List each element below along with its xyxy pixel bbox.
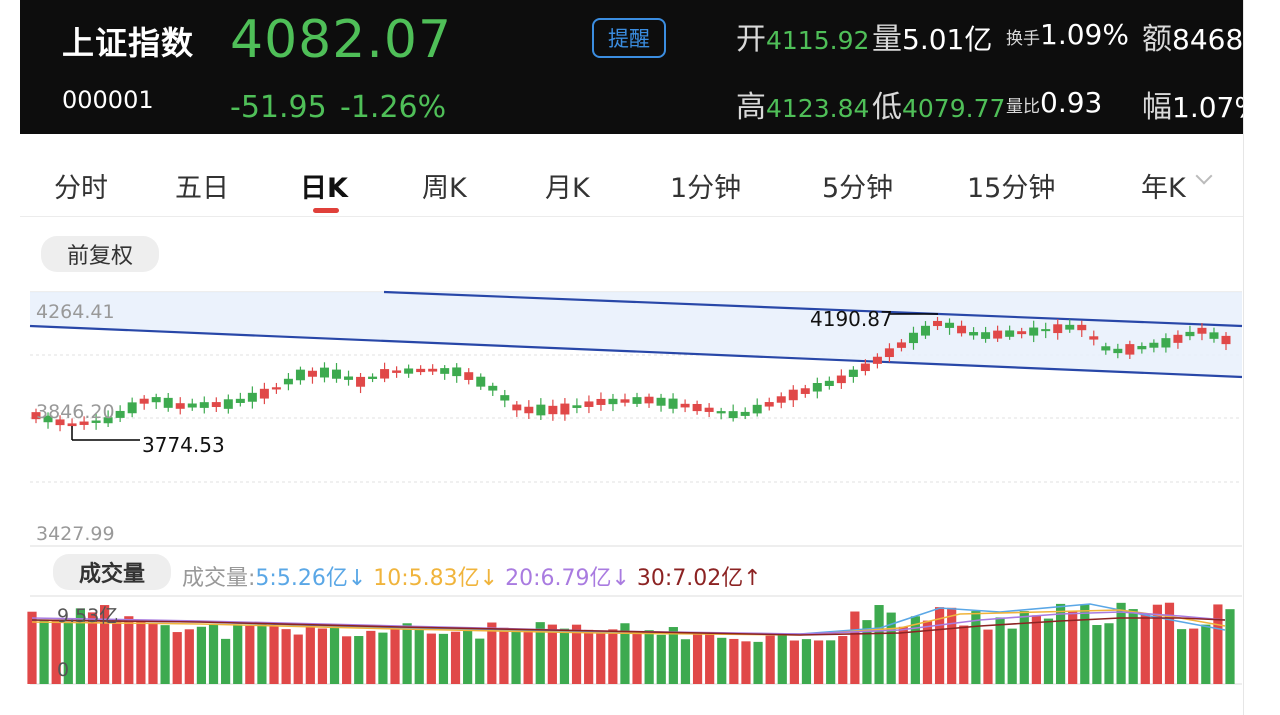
stat-turnover: 换手1.09% bbox=[1006, 18, 1129, 51]
index-price: 4082.07 bbox=[230, 10, 453, 70]
trend-channel-lower-line bbox=[29, 324, 1243, 379]
volume-ma-legend: 成交量:5:5.26亿↓ 10:5.83亿↓ 20:6.79亿↓ 30:7.02… bbox=[182, 560, 762, 592]
low-marker-label: 3774.53 bbox=[142, 433, 225, 457]
tab-yearly-k[interactable]: 年K bbox=[1141, 173, 1186, 204]
y-axis-label-mid: 3846.20 bbox=[36, 401, 115, 423]
index-code: 000001 bbox=[62, 86, 154, 114]
stat-low: 低4079.77 bbox=[872, 90, 1006, 125]
tab-weekly-k[interactable]: 周K bbox=[422, 173, 467, 204]
stat-high: 高4123.84 bbox=[736, 90, 870, 125]
volume-bars bbox=[27, 602, 1235, 684]
volume-max-label: 9.53亿 bbox=[57, 605, 118, 627]
index-name: 上证指数 bbox=[62, 24, 195, 62]
tab-intraday[interactable]: 分时 bbox=[54, 173, 108, 204]
tab-daily-k[interactable]: 日K bbox=[300, 173, 348, 204]
volume-zero-label: 0 bbox=[57, 659, 69, 681]
volume-ma30: 30:7.02亿↑ bbox=[636, 566, 762, 591]
right-margin bbox=[1243, 0, 1280, 715]
index-change: -51.95 bbox=[230, 90, 327, 125]
volume-ma5: 5:5.26亿↓ bbox=[255, 566, 367, 591]
index-change-pct: -1.26% bbox=[340, 90, 447, 125]
volume-ma20: 20:6.79亿↓ bbox=[505, 566, 630, 591]
period-tabs: 分时 五日 日K 周K 月K 1分钟 5分钟 15分钟 年K bbox=[20, 134, 1243, 217]
volume-ma-lines bbox=[31, 603, 1226, 636]
tab-5min[interactable]: 5分钟 bbox=[822, 173, 894, 204]
stat-volume-ratio: 量比0.93 bbox=[1006, 86, 1103, 119]
stat-amplitude: 幅1.07% bbox=[1142, 90, 1243, 125]
tab-five-day[interactable]: 五日 bbox=[175, 173, 229, 204]
y-axis-label-bottom: 3427.99 bbox=[36, 523, 115, 545]
tab-monthly-k[interactable]: 月K bbox=[545, 173, 590, 204]
trend-channel-upper-line bbox=[383, 290, 1243, 328]
y-axis-label-top: 4264.41 bbox=[36, 301, 115, 323]
tab-1min[interactable]: 1分钟 bbox=[670, 173, 742, 204]
stat-volume: 量5.01亿 bbox=[872, 22, 993, 57]
remind-button[interactable]: 提醒 bbox=[592, 18, 666, 58]
active-tab-indicator bbox=[313, 208, 339, 213]
left-margin bbox=[0, 0, 20, 715]
quote-header: 上证指数 000001 4082.07 -51.95 -1.26% 提醒 开41… bbox=[20, 0, 1243, 134]
candlesticks bbox=[31, 316, 1231, 432]
high-marker-label: 4190.87 bbox=[810, 307, 893, 331]
stat-open: 开4115.92 bbox=[736, 22, 870, 57]
volume-ma10: 10:5.83亿↓ bbox=[373, 566, 499, 591]
adjust-mode-button[interactable]: 前复权 bbox=[41, 236, 159, 272]
stat-amount: 额8468 bbox=[1142, 22, 1243, 57]
volume-indicator-button[interactable]: 成交量 bbox=[53, 554, 171, 590]
tab-15min[interactable]: 15分钟 bbox=[967, 173, 1056, 204]
volume-legend-prefix: 成交量: bbox=[182, 566, 256, 591]
